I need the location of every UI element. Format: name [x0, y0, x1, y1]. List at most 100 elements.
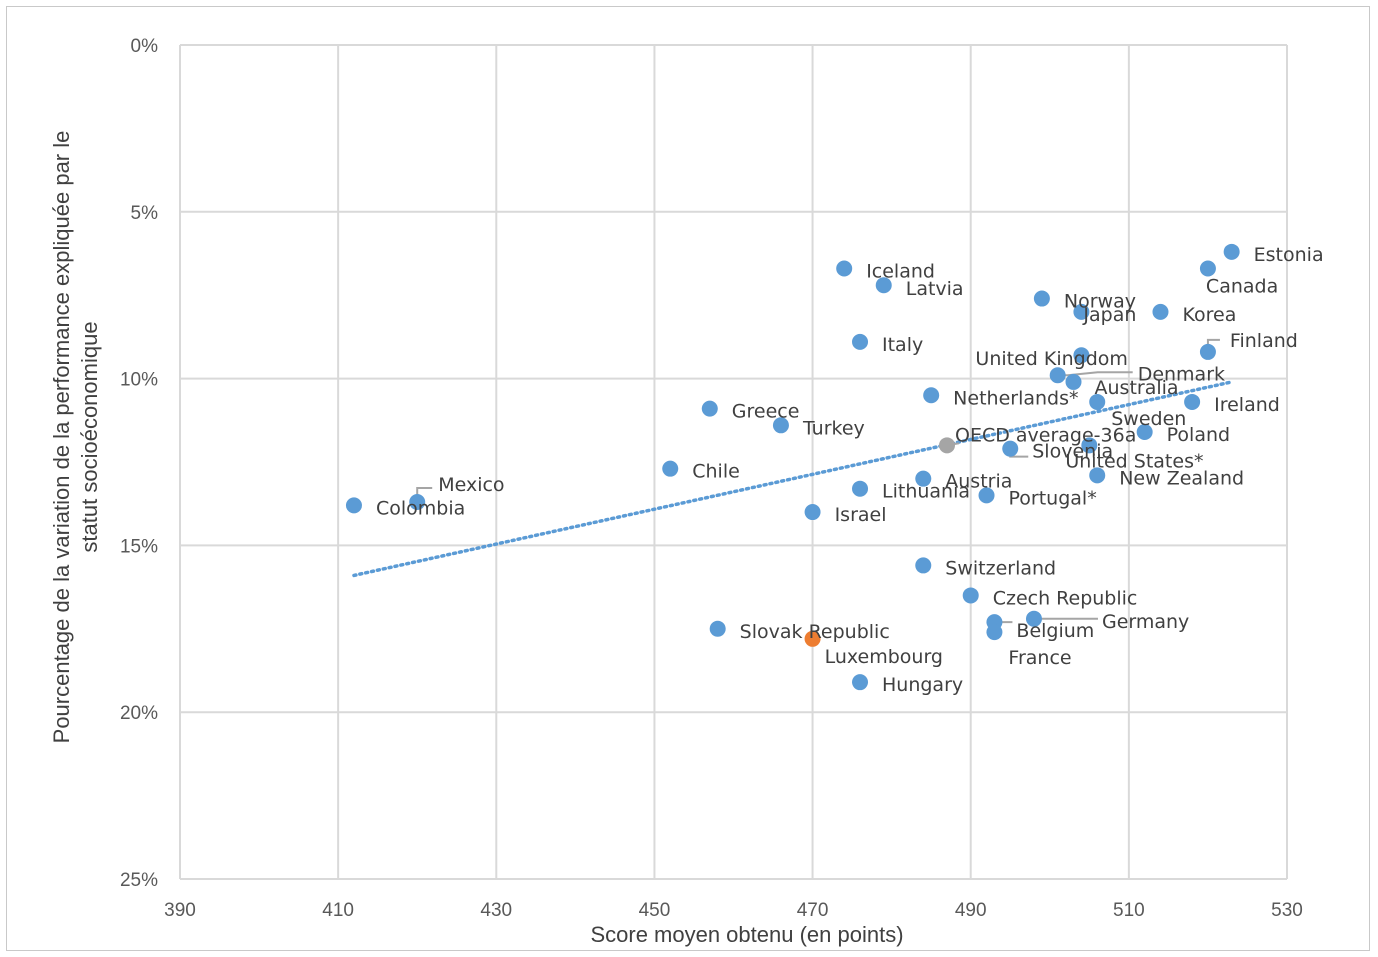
- x-tick-label: 530: [1271, 900, 1303, 921]
- point-label: Czech Republic: [993, 587, 1138, 609]
- data-point: [1136, 423, 1153, 440]
- point-label: Germany: [1102, 611, 1189, 633]
- x-tick-label: 470: [797, 900, 829, 921]
- point-label: Belgium: [1016, 620, 1094, 642]
- point-label: Lithuania: [882, 481, 970, 503]
- data-point: [345, 497, 362, 514]
- data-point: [1184, 393, 1201, 410]
- data-point: [701, 400, 718, 417]
- point-label: Latvia: [906, 278, 964, 300]
- point-label: Poland: [1167, 424, 1230, 446]
- data-point: [409, 494, 426, 511]
- data-point: [1089, 393, 1106, 410]
- point-label: Mexico: [438, 474, 504, 496]
- point-label: France: [1008, 647, 1071, 669]
- data-point: [1002, 440, 1019, 457]
- data-point: [1089, 467, 1106, 484]
- point-label: Austria: [945, 471, 1012, 493]
- data-point: [1065, 373, 1082, 390]
- point-label: Iceland: [866, 261, 935, 283]
- point-label: Denmark: [1138, 363, 1225, 385]
- y-tick-label: 15%: [120, 536, 158, 557]
- point-label: Italy: [882, 334, 923, 356]
- data-point: [938, 437, 955, 454]
- point-label: Netherlands*: [953, 387, 1078, 409]
- data-point: [962, 587, 979, 604]
- data-point: [804, 504, 821, 521]
- data-point: [852, 480, 869, 497]
- point-label: OECD average-36a: [955, 424, 1136, 446]
- point-label: Slovak Republic: [740, 621, 890, 643]
- leader-line: [1057, 371, 1133, 377]
- point-label: Luxembourg: [825, 646, 943, 668]
- x-tick-label: 390: [164, 900, 196, 921]
- data-point: [1073, 347, 1090, 364]
- data-point: [709, 620, 726, 637]
- data-point: [1049, 367, 1066, 384]
- y-tick-label: 0%: [131, 36, 159, 57]
- data-point: [1081, 437, 1098, 454]
- x-axis-title: Score moyen obtenu (en points): [590, 922, 903, 947]
- y-tick-label: 25%: [120, 870, 158, 891]
- point-label: Slovenia: [1032, 441, 1113, 463]
- point-label: Sweden: [1111, 408, 1186, 430]
- data-point: [1223, 243, 1240, 260]
- data-points: [345, 243, 1240, 691]
- point-label: Hungary: [882, 674, 963, 696]
- data-point: [1152, 303, 1169, 320]
- data-point: [836, 260, 853, 277]
- data-point: [1025, 610, 1042, 627]
- chart-frame: 390 410 430 450 470 490 510 530 0% 5% 10% 15% 20% 25%…: [6, 6, 1370, 951]
- point-label: Korea: [1182, 304, 1236, 326]
- data-point: [978, 487, 995, 504]
- scatter-chart: 390 410 430 450 470 490 510 530 0% 5% 10% 15% 20% 25%…: [49, 36, 1324, 947]
- y-tick-label: 20%: [120, 703, 158, 724]
- y-axis-title-line-1: Pourcentage de la variation de la perfor…: [49, 131, 74, 744]
- point-label: Israel: [835, 504, 887, 526]
- x-tick-label: 410: [322, 900, 354, 921]
- data-point: [915, 557, 932, 574]
- data-point: [1073, 303, 1090, 320]
- x-tick-label: 490: [955, 900, 987, 921]
- data-point: [662, 460, 679, 477]
- data-point: [1199, 343, 1216, 360]
- data-point: [852, 674, 869, 691]
- y-tick-label: 5%: [131, 203, 159, 224]
- data-point: [923, 387, 940, 404]
- point-label: Portugal*: [1009, 487, 1097, 509]
- data-point: [852, 333, 869, 350]
- data-point: [772, 417, 789, 434]
- data-point: [1199, 260, 1216, 277]
- x-tick-label: 450: [639, 900, 671, 921]
- point-label: Colombia: [376, 497, 465, 519]
- x-tick-label: 510: [1113, 900, 1145, 921]
- data-point: [986, 624, 1003, 641]
- point-label: Chile: [692, 461, 740, 483]
- point-label: Switzerland: [945, 557, 1056, 579]
- point-label: Canada: [1206, 276, 1278, 298]
- point-label: Greece: [732, 401, 800, 423]
- y-axis-title-group: Pourcentage de la variation de la perfor…: [49, 131, 102, 744]
- trendline-path: [352, 380, 1234, 578]
- point-label: United Kingdom: [975, 348, 1128, 370]
- data-point: [1033, 290, 1050, 307]
- point-label: Finland: [1230, 330, 1298, 352]
- grid: [179, 44, 1288, 880]
- point-label: New Zealand: [1119, 467, 1244, 489]
- data-point: [915, 470, 932, 487]
- data-point: [804, 630, 821, 647]
- point-label: United States*: [1065, 450, 1203, 472]
- point-label: Australia: [1095, 377, 1179, 399]
- point-label: Ireland: [1214, 394, 1280, 416]
- point-label: Estonia: [1254, 244, 1324, 266]
- x-tick-label: 430: [480, 900, 512, 921]
- y-axis-title-line-2: statut socioéconomique: [77, 321, 102, 552]
- data-point: [875, 277, 892, 294]
- point-label: Turkey: [802, 417, 865, 439]
- axes: 390 410 430 450 470 490 510 530 0% 5% 10% 15% 20% 25%: [120, 36, 1303, 921]
- point-label: Japan: [1082, 304, 1136, 326]
- y-tick-label: 10%: [120, 370, 158, 391]
- point-label: Norway: [1064, 291, 1136, 313]
- trendline: [352, 380, 1234, 578]
